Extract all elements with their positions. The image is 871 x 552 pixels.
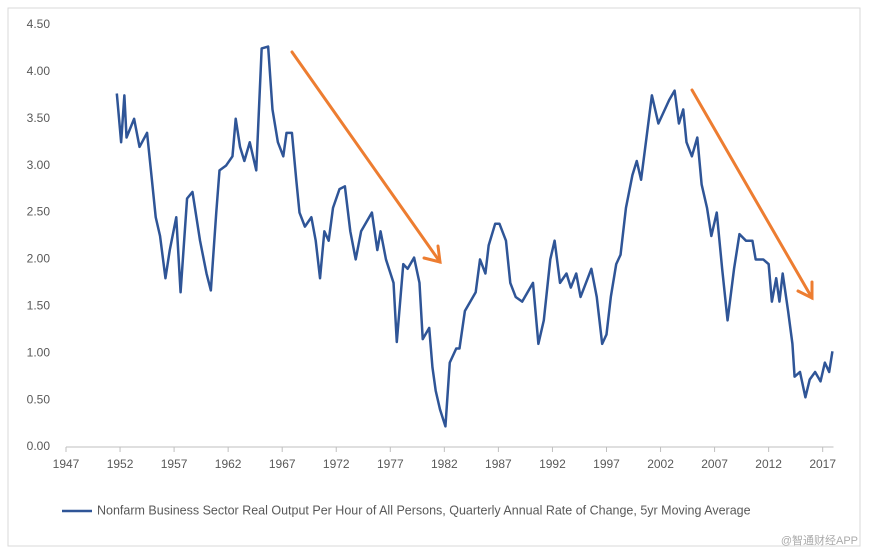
x-tick-label: 1987: [485, 457, 512, 471]
x-tick-label: 1962: [215, 457, 242, 471]
y-tick-label: 2.50: [27, 205, 51, 219]
x-tick-label: 2017: [809, 457, 836, 471]
x-tick-label: 1997: [593, 457, 620, 471]
x-tick-label: 1977: [377, 457, 404, 471]
x-tick-label: 2012: [755, 457, 782, 471]
watermark: @智通财经APP: [781, 533, 858, 547]
legend-label: Nonfarm Business Sector Real Output Per …: [97, 503, 751, 517]
y-tick-label: 3.00: [27, 158, 51, 172]
y-tick-label: 4.00: [27, 64, 51, 78]
y-tick-label: 4.50: [27, 17, 51, 31]
y-tick-label: 0.50: [27, 392, 51, 406]
data-line: [115, 45, 834, 428]
x-tick-label: 1992: [539, 457, 566, 471]
y-tick-label: 1.00: [27, 345, 51, 359]
y-tick-label: 0.00: [27, 439, 51, 453]
x-tick-label: 1957: [161, 457, 188, 471]
x-tick-label: 1947: [53, 457, 80, 471]
x-tick-label: 1952: [107, 457, 134, 471]
arrow: [290, 50, 442, 264]
x-tick-label: 2002: [647, 457, 674, 471]
x-tick-label: 1967: [269, 457, 296, 471]
arrow: [690, 88, 814, 301]
chart-frame: [7, 7, 861, 547]
x-tick-label: 2007: [701, 457, 728, 471]
y-tick-label: 2.00: [27, 252, 51, 266]
x-tick-label: 1972: [323, 457, 350, 471]
x-tick-label: 1982: [431, 457, 458, 471]
y-tick-label: 3.50: [27, 111, 51, 125]
y-tick-label: 1.50: [27, 299, 51, 313]
